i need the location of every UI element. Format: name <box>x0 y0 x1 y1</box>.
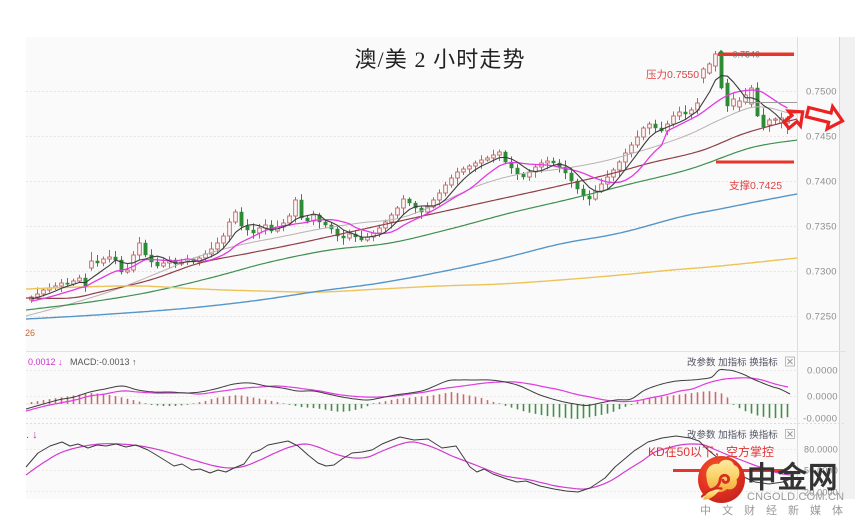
svg-text:改参数 加指标 换指标: 改参数 加指标 换指标 <box>687 357 778 369</box>
svg-text:0.7350: 0.7350 <box>806 222 837 233</box>
svg-text:0.7300: 0.7300 <box>806 267 837 278</box>
svg-text:0.0012 ↓: 0.0012 ↓ <box>28 357 63 367</box>
svg-text:CNGOLD.COM.CN: CNGOLD.COM.CN <box>747 491 844 503</box>
svg-text:. ↓: . ↓ <box>26 429 38 441</box>
svg-text:0.7450: 0.7450 <box>806 132 837 143</box>
svg-text:0.7250: 0.7250 <box>806 312 837 323</box>
svg-text:26: 26 <box>25 328 35 338</box>
svg-text:压力0.7550: 压力0.7550 <box>646 68 699 81</box>
svg-text:改参数 加指标 换指标: 改参数 加指标 换指标 <box>687 429 778 441</box>
svg-text:中文财经新媒体: 中文财经新媒体 <box>700 503 854 517</box>
svg-text:20.0000: 20.0000 <box>804 488 838 498</box>
svg-text:KD在50以下，空方掌控: KD在50以下，空方掌控 <box>648 444 774 459</box>
svg-text:-0.0000: -0.0000 <box>803 414 837 425</box>
svg-text:0.7500: 0.7500 <box>806 87 837 98</box>
svg-text:50.0000: 50.0000 <box>804 466 838 476</box>
svg-text:支撑0.7425: 支撑0.7425 <box>729 179 782 192</box>
svg-text:中金网: 中金网 <box>747 461 839 495</box>
svg-text:0.0000: 0.0000 <box>807 392 838 403</box>
svg-text:澳/美 2 小时走势: 澳/美 2 小时走势 <box>354 47 525 72</box>
svg-text:0.0000: 0.0000 <box>807 366 838 377</box>
svg-text:MACD:-0.0013 ↑: MACD:-0.0013 ↑ <box>70 357 137 367</box>
svg-text:0.7400: 0.7400 <box>806 177 837 188</box>
svg-text:0.7540: 0.7540 <box>733 50 761 60</box>
svg-text:80.0000: 80.0000 <box>804 445 838 455</box>
